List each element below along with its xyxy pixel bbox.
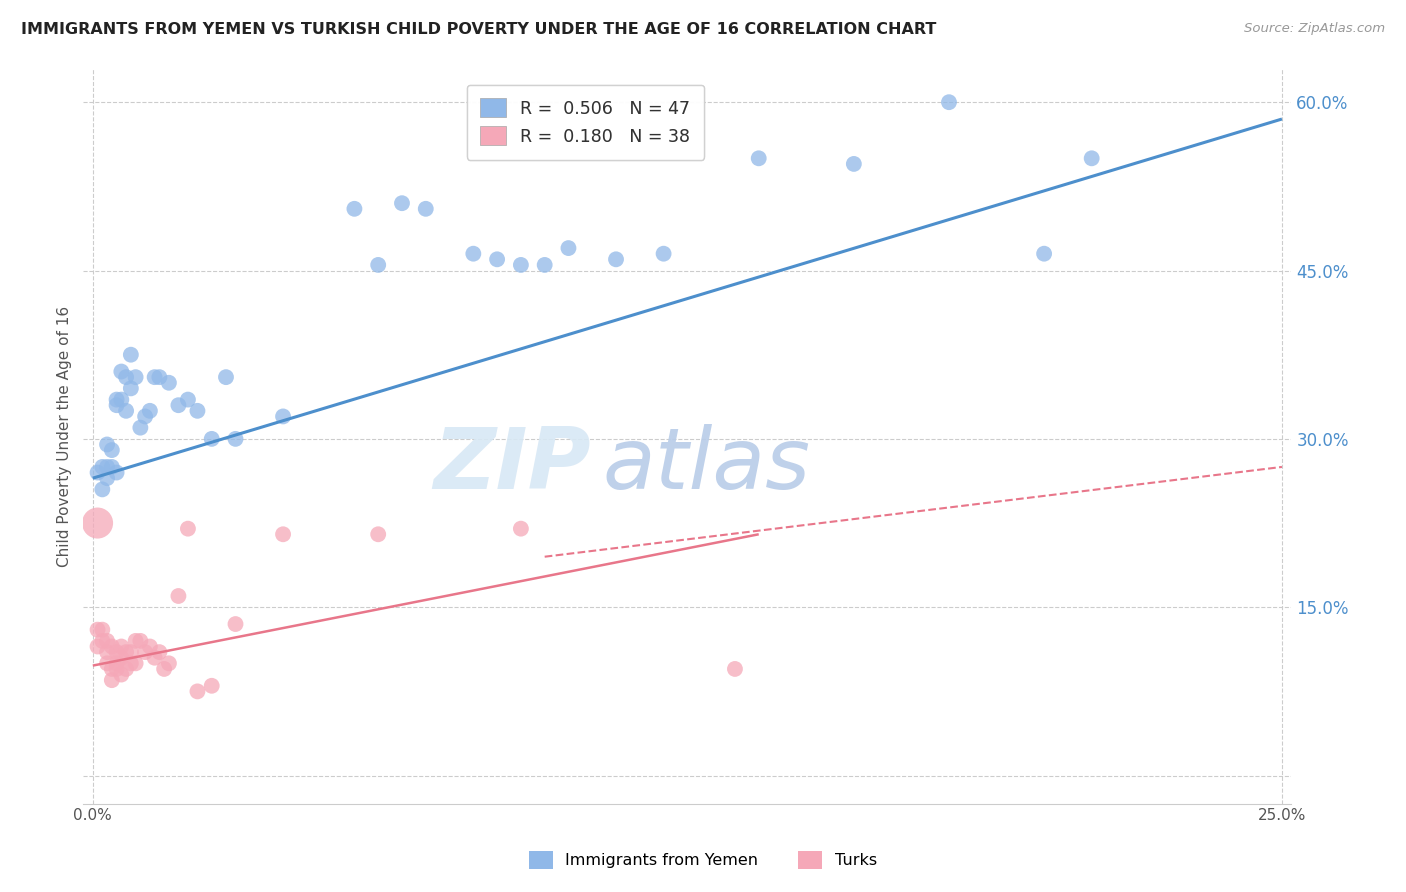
Point	[134, 409, 156, 424]
Point	[91, 459, 114, 474]
Point	[391, 196, 413, 211]
Point	[110, 640, 132, 654]
Point	[96, 645, 118, 659]
Point	[724, 662, 747, 676]
Point	[201, 432, 224, 446]
Point	[748, 151, 770, 165]
Y-axis label: Child Poverty Under the Age of 16: Child Poverty Under the Age of 16	[58, 305, 72, 566]
Point	[101, 673, 124, 688]
Point	[105, 466, 128, 480]
Point	[129, 633, 152, 648]
Point	[110, 392, 132, 407]
Point	[367, 258, 389, 272]
Point	[271, 527, 294, 541]
Point	[177, 522, 200, 536]
Point	[557, 241, 579, 255]
Point	[96, 459, 118, 474]
Point	[463, 246, 485, 260]
Point	[224, 617, 246, 632]
Point	[91, 623, 114, 637]
Text: IMMIGRANTS FROM YEMEN VS TURKISH CHILD POVERTY UNDER THE AGE OF 16 CORRELATION C: IMMIGRANTS FROM YEMEN VS TURKISH CHILD P…	[21, 22, 936, 37]
Point	[115, 662, 138, 676]
Point	[129, 420, 152, 434]
Point	[186, 404, 208, 418]
Point	[124, 370, 146, 384]
Legend: Immigrants from Yemen, Turks: Immigrants from Yemen, Turks	[523, 845, 883, 875]
Point	[153, 662, 176, 676]
Point	[167, 589, 190, 603]
Point	[105, 398, 128, 412]
Point	[105, 662, 128, 676]
Point	[115, 645, 138, 659]
Point	[96, 471, 118, 485]
Point	[86, 466, 108, 480]
Point	[134, 645, 156, 659]
Point	[120, 348, 142, 362]
Point	[157, 657, 180, 671]
Point	[842, 157, 865, 171]
Point	[110, 650, 132, 665]
Point	[167, 398, 190, 412]
Point	[101, 459, 124, 474]
Point	[148, 645, 170, 659]
Point	[415, 202, 437, 216]
Point	[509, 522, 531, 536]
Point	[96, 437, 118, 451]
Point	[120, 657, 142, 671]
Point	[186, 684, 208, 698]
Point	[105, 392, 128, 407]
Point	[91, 633, 114, 648]
Point	[139, 640, 162, 654]
Point	[105, 645, 128, 659]
Text: Source: ZipAtlas.com: Source: ZipAtlas.com	[1244, 22, 1385, 36]
Point	[96, 657, 118, 671]
Point	[105, 657, 128, 671]
Point	[343, 202, 366, 216]
Point	[96, 633, 118, 648]
Point	[157, 376, 180, 390]
Point	[120, 645, 142, 659]
Point	[86, 640, 108, 654]
Point	[486, 252, 509, 267]
Point	[101, 640, 124, 654]
Point	[201, 679, 224, 693]
Point	[215, 370, 238, 384]
Point	[86, 516, 108, 530]
Point	[124, 633, 146, 648]
Point	[86, 623, 108, 637]
Point	[224, 432, 246, 446]
Point	[120, 381, 142, 395]
Point	[1080, 151, 1102, 165]
Text: ZIP: ZIP	[433, 424, 591, 507]
Point	[652, 246, 675, 260]
Point	[271, 409, 294, 424]
Point	[177, 392, 200, 407]
Point	[110, 667, 132, 681]
Point	[938, 95, 960, 110]
Point	[115, 404, 138, 418]
Point	[605, 252, 627, 267]
Point	[148, 370, 170, 384]
Point	[509, 258, 531, 272]
Point	[367, 527, 389, 541]
Point	[115, 370, 138, 384]
Point	[139, 404, 162, 418]
Point	[1033, 246, 1056, 260]
Point	[143, 370, 166, 384]
Point	[110, 365, 132, 379]
Point	[143, 650, 166, 665]
Point	[101, 443, 124, 458]
Point	[91, 483, 114, 497]
Point	[101, 662, 124, 676]
Point	[124, 657, 146, 671]
Text: atlas: atlas	[603, 424, 811, 507]
Legend: R =  0.506   N = 47, R =  0.180   N = 38: R = 0.506 N = 47, R = 0.180 N = 38	[467, 85, 704, 160]
Point	[533, 258, 555, 272]
